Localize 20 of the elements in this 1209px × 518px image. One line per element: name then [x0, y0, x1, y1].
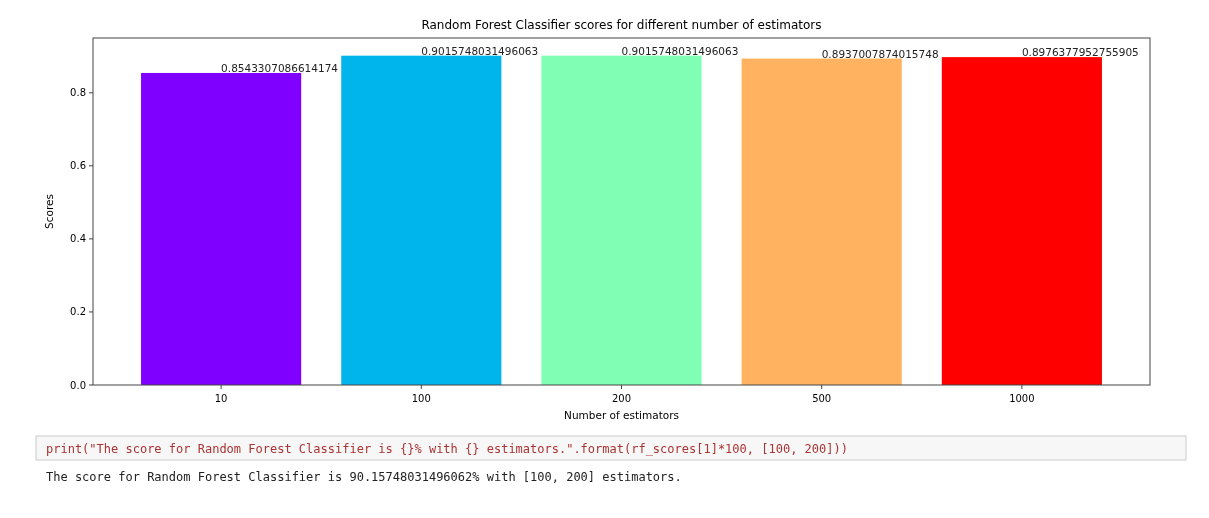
y-tick-label: 0.4 [70, 233, 86, 245]
data-label: 0.8543307086614174 [221, 61, 339, 74]
y-axis-title: Scores [43, 194, 55, 229]
data-label: 0.8976377952755905 [1021, 46, 1139, 59]
x-axis-title: Number of estimators [564, 409, 679, 421]
x-tick-label: 1000 [1009, 393, 1035, 404]
x-tick-label: 200 [611, 393, 632, 404]
data-label: 0.8937007874015748 [821, 47, 939, 60]
y-tick-label: 0.2 [70, 306, 86, 318]
x-tick-label: 500 [812, 393, 832, 404]
text: The score for Random Forest Classifier is 90.15748031496062% with [100, 200] estimators. [46, 470, 682, 484]
text: print("The score for Random Forest Classifier is {}% with {} estimators.".format(rf_scores[1]*100, [100, 200])) [46, 442, 848, 456]
x-tick-label: 10 [214, 393, 228, 404]
data-label: 0.9015748031496063 [421, 44, 539, 57]
data-label: 0.9015748031496063 [621, 44, 739, 57]
x-tick-label: 100 [411, 393, 431, 404]
y-tick-label: 0.8 [70, 87, 86, 99]
chart-title: Random Forest Classifier scores for different number of estimators [421, 18, 822, 32]
y-tick-label: 0.6 [70, 160, 86, 172]
y-tick-label: 0.0 [70, 379, 86, 391]
